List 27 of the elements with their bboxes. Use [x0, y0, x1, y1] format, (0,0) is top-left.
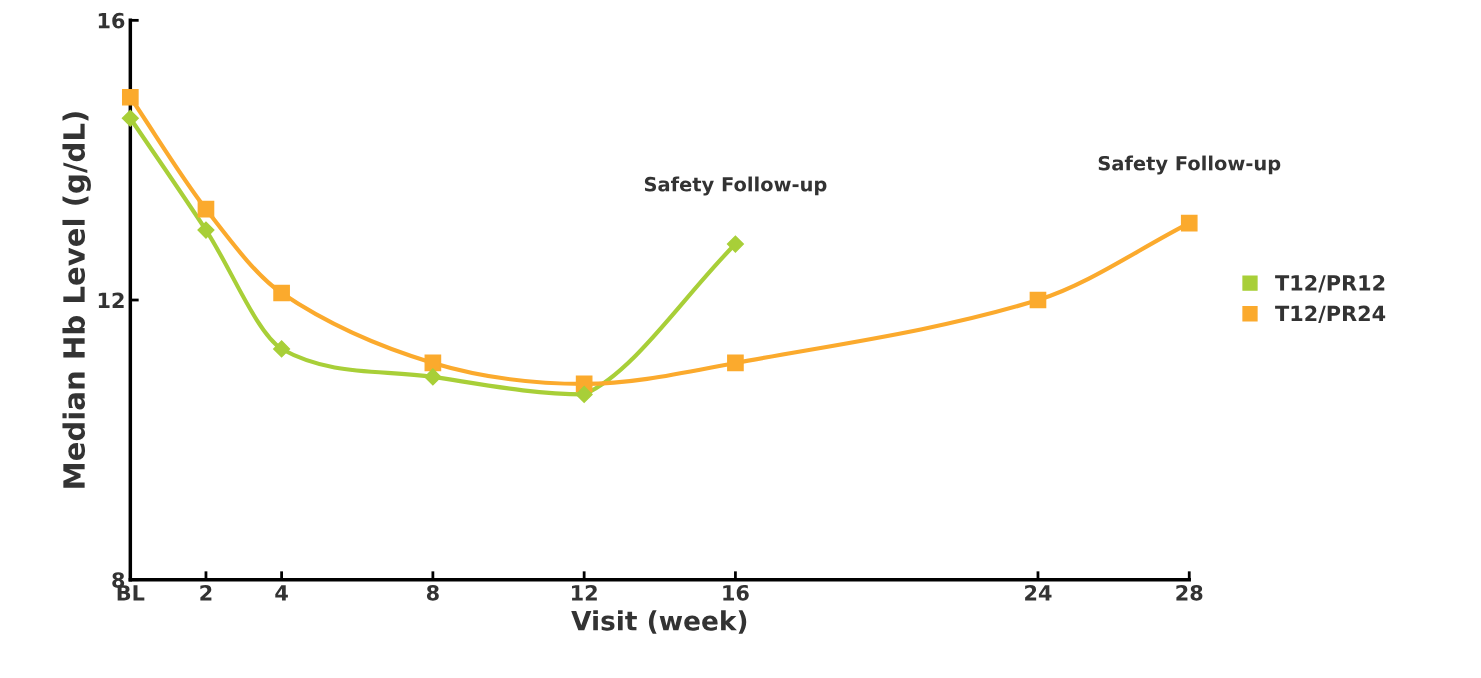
x-tick-label: 24 — [1025, 584, 1052, 601]
x-tick-label: 2 — [200, 584, 212, 601]
x-tick-label: 8 — [426, 584, 439, 601]
annotation: Safety Follow-up — [1098, 155, 1281, 175]
point — [424, 368, 442, 386]
point — [197, 221, 215, 239]
point — [121, 88, 139, 106]
x-tick-label: 16 — [723, 584, 749, 601]
x-axis-title: Visit (week) — [571, 610, 747, 634]
legend-label: T12/PR12 — [1275, 275, 1385, 293]
point — [726, 235, 744, 253]
point — [273, 284, 290, 302]
point — [121, 109, 139, 127]
x-tick-label: 28 — [1176, 584, 1203, 601]
legend-label: T12/PR24 — [1275, 305, 1386, 323]
annotation: Safety Follow-up — [644, 176, 827, 196]
x-tick-label: 4 — [275, 585, 288, 601]
point — [1180, 214, 1198, 232]
point — [197, 200, 215, 218]
x-tick-label: 12 — [572, 584, 597, 601]
y-tick-label: 16 — [98, 12, 125, 29]
point — [575, 385, 593, 403]
y-axis-title: Median Hb Level (g/dL) — [62, 112, 91, 488]
y-tick-label: 12 — [98, 292, 124, 308]
point — [727, 354, 744, 372]
point — [1029, 291, 1047, 309]
point — [273, 340, 291, 358]
